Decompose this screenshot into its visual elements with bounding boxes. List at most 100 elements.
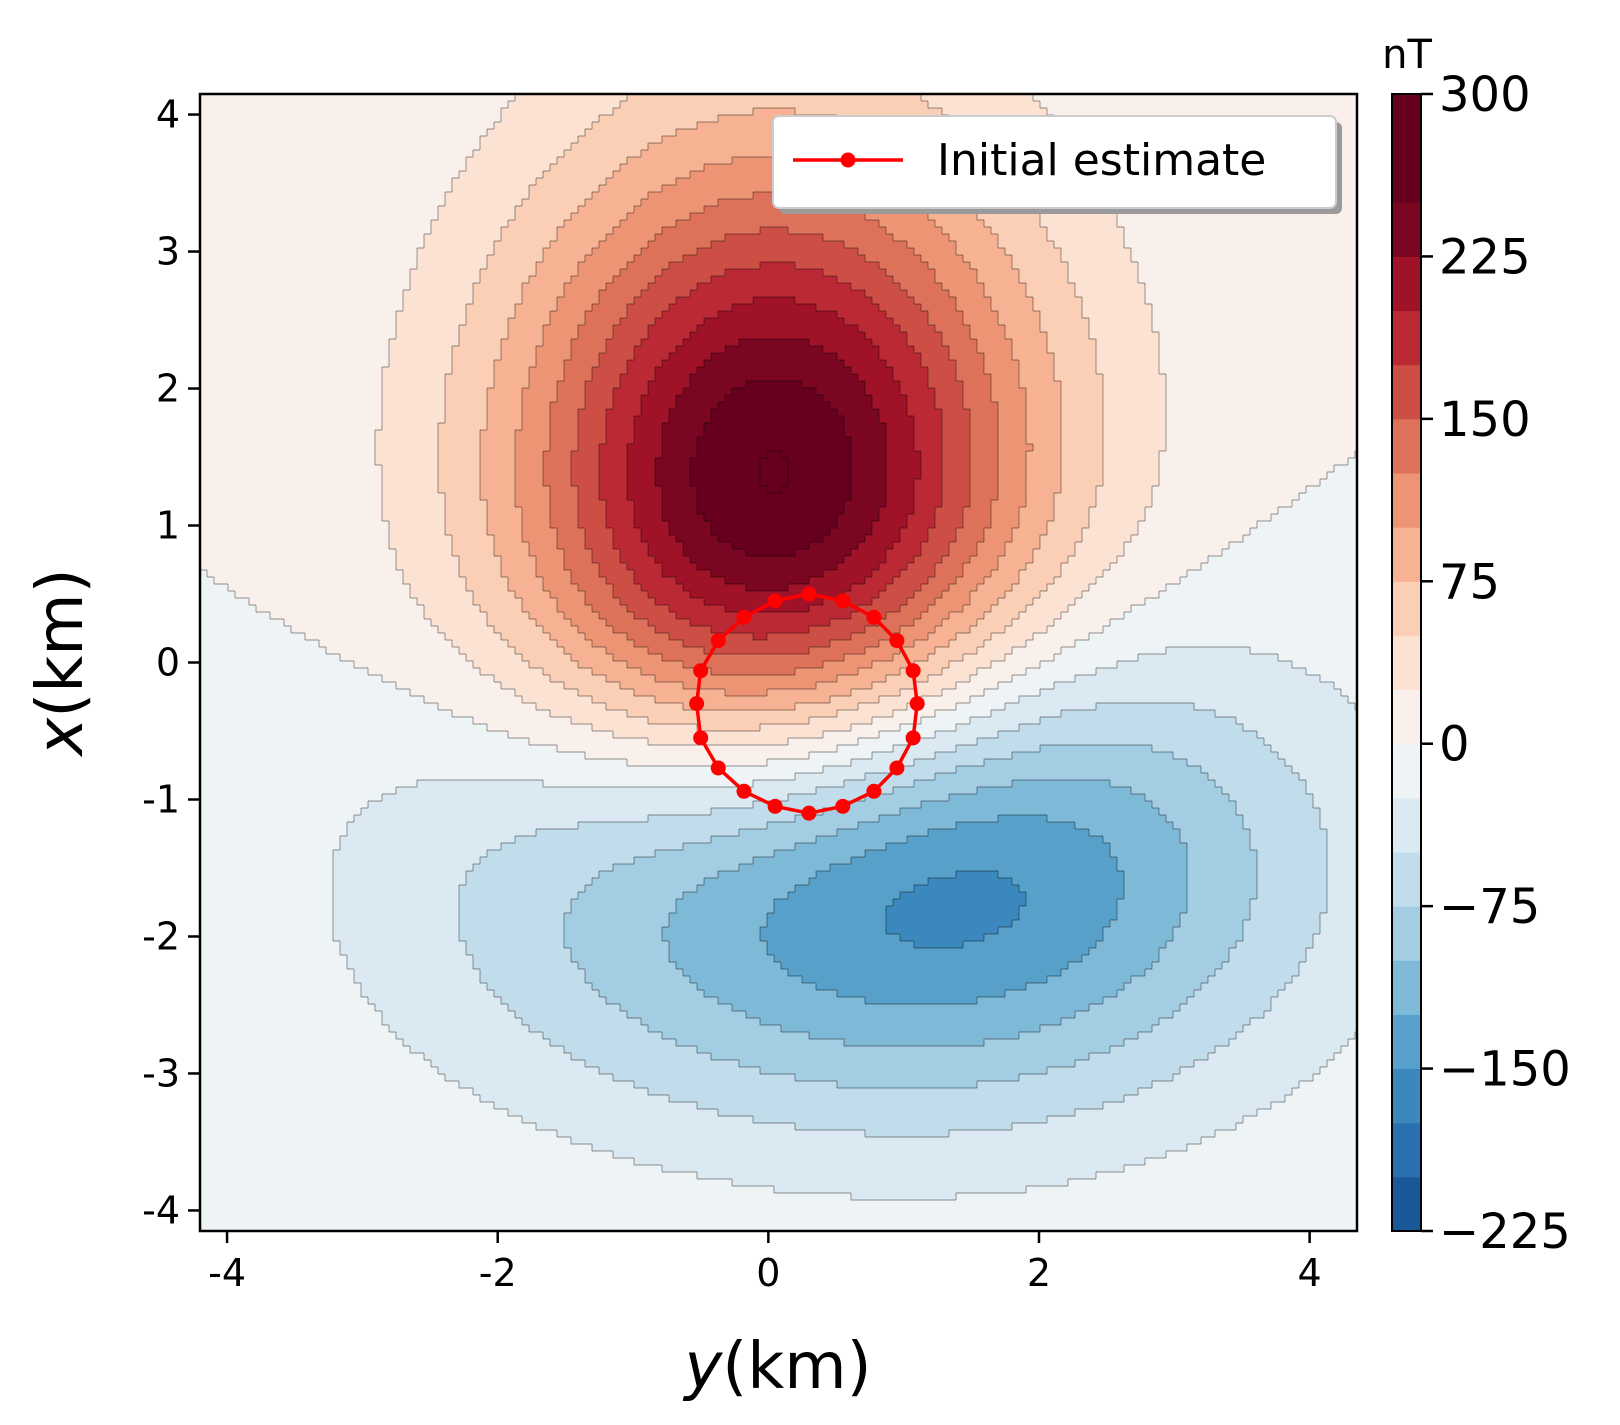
contour-band-cell [1103, 395, 1167, 403]
contour-band-cell [795, 262, 880, 270]
contour-band-cell [914, 479, 943, 487]
contour-band-cell [200, 1018, 383, 1026]
colorbar-tick-label: 150 [1439, 392, 1531, 448]
contour-band-cell [1194, 703, 1356, 711]
contour-band-cell [564, 647, 607, 655]
contour-band-cell [942, 227, 992, 235]
contour-band-cell [459, 920, 565, 928]
contour-band-cell [543, 332, 579, 340]
contour-band-cell [837, 521, 873, 529]
contour-band-cell [480, 493, 516, 501]
contour-band-cell [200, 157, 467, 165]
contour-band-cell [613, 731, 824, 739]
contour-band-cell [697, 493, 852, 501]
contour-band-cell [1089, 948, 1160, 956]
contour-band-cell [1054, 682, 1335, 690]
contour-band-cell [1061, 647, 1167, 655]
contour-band-cell [1243, 822, 1321, 830]
contour-band-cell [851, 486, 887, 494]
contour-band-cell [200, 500, 383, 508]
contour-band-cell [1250, 528, 1363, 536]
contour-band-cell [1138, 269, 1363, 277]
contour-band-cell [788, 227, 887, 235]
contour-band-cell [1138, 1032, 1237, 1040]
contour-band-cell [921, 458, 943, 466]
contour-band-cell [1348, 1039, 1363, 1047]
contour-band-cell [690, 479, 761, 487]
contour-band-cell [585, 542, 614, 550]
contour-band-cell [963, 311, 999, 319]
contour-band-cell [466, 871, 600, 879]
contour-band-cell [1075, 598, 1146, 606]
contour-band-cell [473, 283, 523, 291]
contour-band-cell [1082, 528, 1139, 536]
contour-band-cell [676, 1039, 845, 1047]
contour-band-cell [1005, 990, 1118, 998]
contour-band-cell [921, 584, 950, 592]
contour-band-cell [900, 381, 929, 389]
contour-band-cell [585, 255, 635, 263]
contour-band-cell [578, 626, 614, 634]
contour-band-cell [1019, 906, 1118, 914]
contour-band-cell [1047, 108, 1363, 116]
contour-band-cell [1306, 668, 1363, 676]
contour-band-cell [550, 710, 628, 718]
contour-band-cell [578, 437, 607, 445]
contour-band-cell [466, 304, 516, 312]
contour-band-cell [1180, 577, 1363, 585]
contour-band-cell [907, 395, 936, 403]
contour-band-cell [571, 339, 607, 347]
contour-band-cell [1243, 535, 1363, 543]
contour-band-cell [620, 164, 705, 172]
contour-band-cell [613, 108, 754, 116]
contour-band-cell [557, 227, 614, 235]
contour-band-cell [928, 577, 957, 585]
contour-band-cell [1033, 297, 1083, 305]
contour-band-cell [837, 1081, 978, 1089]
contour-band-cell [431, 220, 509, 228]
contour-band-cell [963, 521, 992, 529]
contour-band-cell [1040, 542, 1076, 550]
contour-band-cell [1257, 871, 1328, 879]
contour-band-cell [1166, 402, 1363, 410]
contour-band-cell [816, 871, 957, 879]
contour-band-cell [872, 395, 908, 403]
contour-band-cell [592, 367, 628, 375]
contour-band-cell [214, 577, 404, 585]
contour-band-cell [1138, 521, 1258, 529]
contour-band-cell [494, 675, 551, 683]
contour-band-cell [697, 1172, 1097, 1180]
contour-band-cell [333, 892, 460, 900]
contour-band-cell [550, 416, 579, 424]
contour-band-cell [445, 500, 488, 508]
contour-band-cell [697, 367, 852, 375]
contour-band-cell [851, 465, 887, 473]
contour-band-cell [578, 892, 684, 900]
contour-band-cell [627, 157, 733, 165]
contour-band-cell [823, 395, 873, 403]
contour-band-cell [599, 465, 628, 473]
contour-band-cell [648, 381, 691, 389]
contour-band-cell [1033, 633, 1090, 641]
contour-band-cell [760, 262, 796, 270]
contour-band-cell [613, 535, 642, 543]
contour-band-cell [389, 521, 446, 529]
contour-band-cell [844, 360, 887, 368]
contour-band-cell [907, 241, 957, 249]
contour-band-cell [690, 213, 866, 221]
contour-band-cell [578, 584, 614, 592]
contour-band-cell [487, 612, 530, 620]
contour-band-cell [641, 395, 677, 403]
contour-band-cell [1166, 416, 1363, 424]
contour-band-cell [1271, 1004, 1363, 1012]
contour-band-cell [445, 388, 488, 396]
contour-band-cell [998, 871, 1125, 879]
contour-band-cell [1166, 941, 1237, 949]
contour-band-cell [823, 234, 894, 242]
colorbar-segment [1392, 960, 1421, 1015]
contour-band-cell [354, 976, 481, 984]
contour-band-cell [494, 241, 551, 249]
x-axis-title: y(km) [682, 1330, 871, 1404]
contour-band-cell [1292, 766, 1363, 774]
contour-band-cell [1012, 878, 1125, 886]
